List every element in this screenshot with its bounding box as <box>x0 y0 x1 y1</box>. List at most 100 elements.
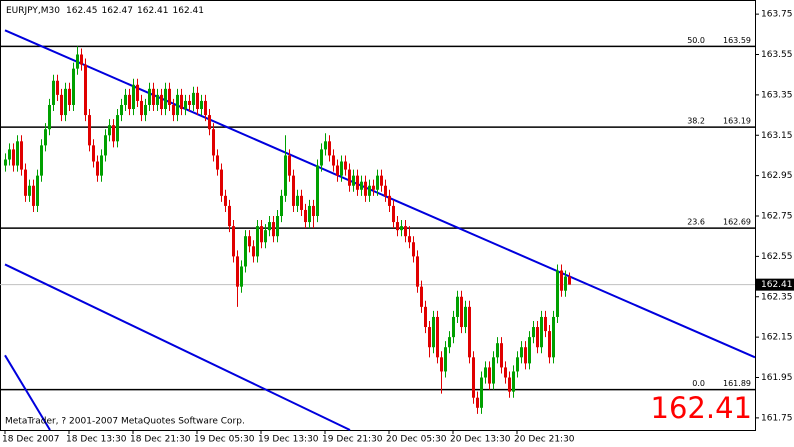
candle-body <box>536 327 539 348</box>
x-tick-label: 19 Dec 21:30 <box>322 435 383 445</box>
candle-body <box>16 141 19 166</box>
candle-body <box>36 175 39 206</box>
fib-level-label: 50.0 <box>687 36 705 45</box>
candle-body <box>132 84 135 110</box>
candle-body <box>412 242 415 257</box>
trendline <box>4 29 756 359</box>
open: 162.45 <box>66 6 98 16</box>
candle-body <box>148 88 151 105</box>
candle-body <box>104 135 107 156</box>
candle-body <box>208 115 211 130</box>
candle-body <box>28 185 31 196</box>
y-tick-label: 163.15 <box>761 131 793 141</box>
candle-body <box>440 357 443 372</box>
candle-body <box>384 185 387 196</box>
candle-body <box>388 195 391 206</box>
candle-body <box>168 88 171 105</box>
candle-body <box>292 175 295 206</box>
candle-body <box>472 357 475 398</box>
fib-level-label: 0.0 <box>692 379 705 388</box>
candle-body <box>40 145 43 176</box>
candle-body <box>172 104 175 116</box>
candle-body <box>272 222 275 237</box>
fib-level-label: 38.2 <box>687 117 705 126</box>
candle-body <box>436 316 439 358</box>
candle-body <box>20 141 23 170</box>
candle-body <box>76 54 79 69</box>
candle-body <box>516 357 519 372</box>
candle-body <box>452 316 455 338</box>
candle-body <box>340 161 343 176</box>
candle-body <box>568 276 571 285</box>
candle-body <box>116 115 119 142</box>
candle-body <box>176 94 179 116</box>
low: 162.41 <box>137 6 169 16</box>
candle-body <box>68 88 71 105</box>
candle-body <box>348 169 351 186</box>
candle-body <box>304 209 307 223</box>
price-label: 162.41 <box>761 280 793 290</box>
y-tick-label: 162.35 <box>761 292 793 302</box>
candle-body <box>12 149 15 166</box>
y-tick-label: 161.95 <box>761 373 793 383</box>
trendline <box>4 354 51 431</box>
candle-body <box>288 155 291 176</box>
candle-body <box>464 306 467 328</box>
candle-body <box>248 236 251 247</box>
candle-body <box>192 92 195 105</box>
candle-body <box>508 377 511 392</box>
candle-body <box>112 125 115 142</box>
plot-area <box>0 0 756 431</box>
candle-body <box>344 161 347 170</box>
candle-body <box>408 236 411 243</box>
candle-body <box>332 155 335 166</box>
y-tick-label: 162.95 <box>761 171 793 181</box>
candle-body <box>160 94 163 110</box>
candle-body <box>460 296 463 328</box>
y-tick-label: 161.75 <box>761 413 793 423</box>
candle-body <box>60 94 63 116</box>
candle-body <box>324 141 327 150</box>
candle-body <box>444 347 447 372</box>
candle-body <box>100 155 103 176</box>
candle-body <box>52 80 55 105</box>
candle-body <box>224 195 227 206</box>
candle-body <box>284 155 287 196</box>
candle-body <box>244 236 247 267</box>
candle-body <box>456 296 459 317</box>
x-tick-label: 18 Dec 21:30 <box>130 435 191 445</box>
candle-body <box>184 100 187 110</box>
candle-body <box>488 367 491 384</box>
candle-body <box>8 149 11 160</box>
candle-body <box>268 222 271 231</box>
candle-body <box>156 94 159 105</box>
candle-body <box>128 94 131 110</box>
big-price: 162.41 <box>651 391 752 425</box>
candle-body <box>228 205 231 227</box>
candle-body <box>48 104 51 130</box>
symbol: EURJPY,M30 <box>6 6 60 16</box>
candle-body <box>300 195 303 210</box>
candle-body <box>232 226 235 257</box>
candle-body <box>396 222 399 231</box>
candle-body <box>428 327 431 348</box>
candle-body <box>276 216 279 237</box>
candle-body <box>196 92 199 110</box>
candle-body <box>240 266 243 287</box>
footer: MetaTrader, ? 2001-2007 MetaQuotes Softw… <box>5 417 245 427</box>
candle-body <box>404 226 407 237</box>
candle-body <box>496 343 499 358</box>
y-tick-label: 162.55 <box>761 252 793 262</box>
candle-body <box>504 367 507 378</box>
candle-body <box>44 129 47 146</box>
x-tick-label: 19 Dec 13:30 <box>258 435 319 445</box>
candle-body <box>32 185 35 206</box>
candle-body <box>512 371 515 392</box>
candle-body <box>280 195 283 217</box>
candle-body <box>380 175 383 186</box>
candle-body <box>152 88 155 105</box>
fib-price-label: 163.19 <box>723 117 751 126</box>
candle-body <box>524 347 527 364</box>
candle-body <box>256 226 259 257</box>
